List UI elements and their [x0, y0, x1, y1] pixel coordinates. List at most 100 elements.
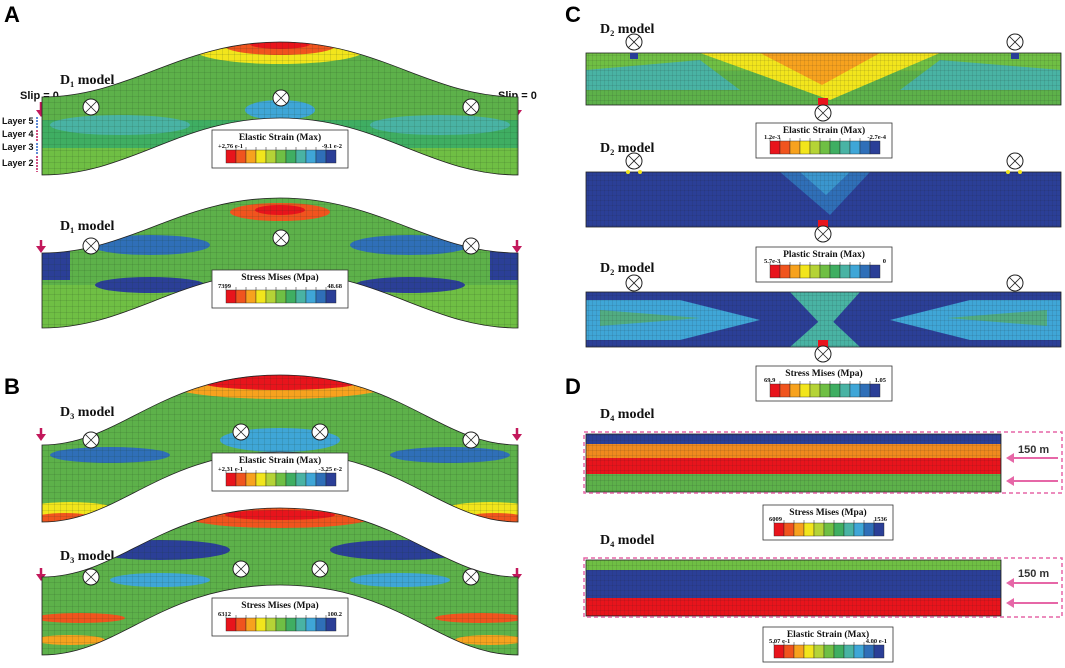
scale-swatch	[793, 522, 805, 537]
legend-title: Elastic Strain (Max)	[239, 132, 321, 143]
model-label-b-top: D₃ model	[60, 405, 114, 420]
scale-swatch	[225, 149, 237, 164]
hinge-marker-b2-2-icon	[232, 560, 250, 578]
scale-swatch	[235, 617, 247, 632]
layer-label-2: Layer 2	[2, 158, 34, 168]
scale-swatch	[799, 140, 811, 155]
scale-swatch	[305, 472, 317, 487]
scale-swatch	[325, 617, 337, 632]
scale-swatch	[769, 383, 781, 398]
panel-c: C D₂ model Elastic Strain (Max) 1.2e-3 -…	[565, 2, 1062, 402]
scale-swatch	[873, 644, 885, 659]
legend-min: 5.07 e-1	[769, 638, 790, 645]
scale-swatch	[285, 472, 297, 487]
scale-swatch	[275, 149, 287, 164]
legend-min: +2.31 e-1	[218, 466, 243, 473]
scale-swatch	[849, 264, 861, 279]
scale-swatch	[863, 644, 875, 659]
scale-swatch	[305, 289, 317, 304]
scale-swatch	[869, 383, 881, 398]
scale-swatch	[813, 522, 825, 537]
scale-swatch	[245, 472, 257, 487]
scale-swatch	[809, 264, 821, 279]
panel-b: B D₃ model Elasti	[4, 374, 522, 656]
scale-swatch	[793, 644, 805, 659]
hinge-marker-b1-1-icon	[82, 431, 100, 449]
hinge-marker-b2-3-icon	[311, 560, 329, 578]
legend-title: Stress Mises (Mpa)	[241, 272, 318, 283]
scale-swatch	[225, 289, 237, 304]
hinge-marker-b2-4-icon	[462, 568, 480, 586]
scale-swatch	[783, 644, 795, 659]
scale-swatch	[813, 644, 825, 659]
scale-swatch	[863, 522, 875, 537]
scale-swatch	[769, 140, 781, 155]
hinge-marker-c2-left-icon	[625, 152, 643, 170]
model-label-a-bottom: D₁ model	[60, 219, 114, 234]
legend-title: Stress Mises (Mpa)	[789, 507, 866, 518]
model-label-a-top: D₁ model	[60, 73, 114, 88]
scale-swatch	[295, 289, 307, 304]
model-label-c-3: D₂ model	[600, 261, 654, 276]
legend-max: -9.1 e-2	[322, 143, 342, 150]
model-label-d-1: D₄ model	[600, 407, 654, 422]
scale-swatch	[265, 472, 277, 487]
legend-title: Elastic Strain (Max)	[783, 125, 865, 136]
scale-swatch	[325, 472, 337, 487]
scale-swatch	[325, 289, 337, 304]
scale-swatch	[809, 383, 821, 398]
scale-swatch	[849, 383, 861, 398]
hinge-marker-a1-right-icon	[462, 98, 480, 116]
legend-min: 6009	[769, 516, 783, 523]
scale-swatch	[873, 522, 885, 537]
legend-title: Stress Mises (Mpa)	[785, 368, 862, 379]
slip-arrow-left-2-icon	[36, 240, 46, 253]
push-arrow-d2a-icon	[1006, 578, 1058, 588]
legend-min: 6312	[218, 611, 231, 618]
scale-swatch	[275, 472, 287, 487]
scale-swatch	[789, 140, 801, 155]
legend-c-plastic-strain: Plastic Strain (Max) 5.7e-3 0	[755, 246, 893, 283]
scale-swatch	[789, 383, 801, 398]
slip-arrow-b2-left-icon	[36, 568, 46, 581]
panel-d: D D₄ model 150 m Stress Mises (Mpa) 6009…	[565, 374, 1063, 663]
scale-swatch	[285, 289, 297, 304]
panel-letter-a: A	[4, 2, 20, 27]
legend-min: 7399	[218, 283, 232, 290]
hinge-marker-c2-right-icon	[1006, 152, 1024, 170]
scale-swatch	[225, 617, 237, 632]
scale-swatch	[819, 264, 831, 279]
scale-swatch	[275, 289, 287, 304]
legend-max: 0	[883, 258, 886, 265]
legend-max: 100.2	[327, 611, 342, 618]
scale-swatch	[819, 383, 831, 398]
legend-c-elastic-strain: Elastic Strain (Max) 1.2e-3 -2.7e-4	[755, 122, 893, 159]
scale-swatch	[853, 522, 865, 537]
scale-swatch	[849, 140, 861, 155]
hinge-marker-a1-left-icon	[82, 98, 100, 116]
scale-swatch	[843, 522, 855, 537]
scale-swatch	[235, 149, 247, 164]
legend-min: 1.2e-3	[764, 134, 781, 141]
scale-swatch	[245, 617, 257, 632]
legend-min: +2.76 e-1	[218, 143, 243, 150]
scale-swatch	[235, 289, 247, 304]
panel-a: A D₁ model Slip = 0 Slip = 0 Layer 5 Lay…	[2, 2, 537, 329]
scale-swatch	[859, 140, 871, 155]
hinge-marker-a1-mid-icon	[272, 89, 290, 107]
hinge-marker-a2-mid-icon	[272, 229, 290, 247]
scale-swatch	[789, 264, 801, 279]
legend-b-elastic-strain: Elastic Strain (Max) +2.31 e-1 -3.25 e-2	[211, 452, 349, 492]
scale-swatch	[325, 149, 337, 164]
model-label-c-1: D₂ model	[600, 22, 654, 37]
scale-swatch	[255, 472, 267, 487]
scale-swatch	[285, 149, 297, 164]
legend-a-elastic-strain: Elastic Strain (Max) +2.76 e-1 -9.1 e-2	[211, 129, 349, 169]
beam-c2-plastic-strain	[585, 170, 1062, 228]
scale-swatch	[839, 383, 851, 398]
hinge-marker-b1-2-icon	[232, 423, 250, 441]
scale-swatch	[295, 472, 307, 487]
legend-max: -2.7e-4	[867, 134, 886, 141]
scale-swatch	[779, 264, 791, 279]
scale-swatch	[265, 617, 277, 632]
